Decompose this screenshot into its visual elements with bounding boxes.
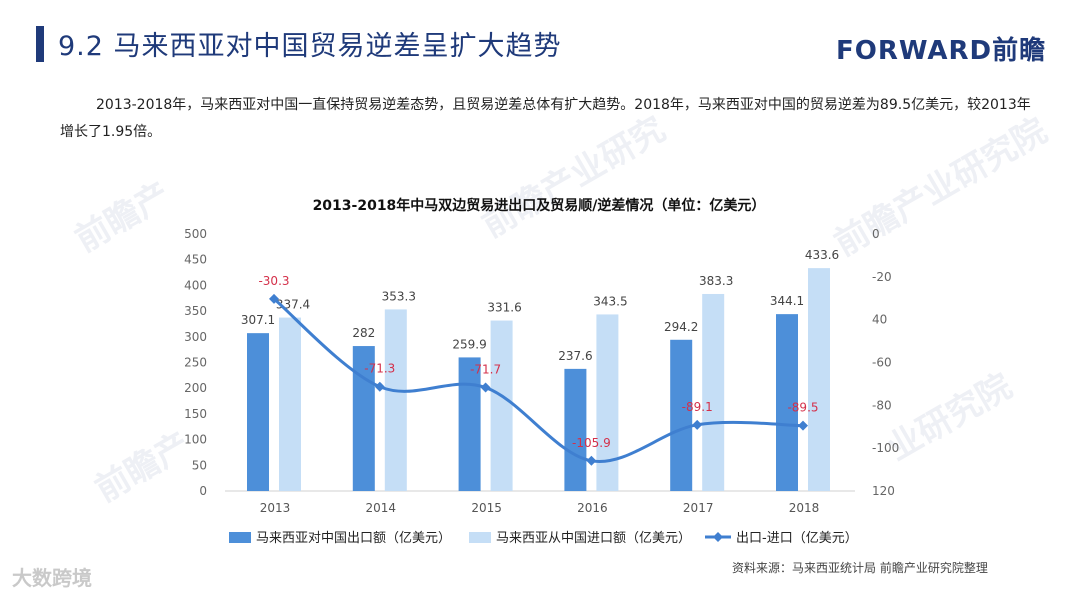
y-right-tick-label: 0: [872, 227, 880, 241]
balance-point: [480, 382, 491, 393]
balance-point: [586, 455, 597, 466]
import-bar: [702, 293, 725, 491]
y-left-tick-label: 100: [184, 433, 207, 447]
legend: 马来西亚对中国出口额（亿美元） 马来西亚从中国进口额（亿美元） 出口-进口（亿美元）: [229, 531, 858, 546]
export-bar: [564, 368, 587, 491]
balance-line: [273, 297, 804, 464]
y-left-tick-label: 450: [184, 253, 207, 267]
balance-label: -89.5: [787, 401, 818, 415]
export-bar: [776, 314, 798, 491]
import-bar: [808, 268, 830, 491]
export-bar-label: 259.9: [452, 337, 486, 351]
y-right-tick-label: 40: [872, 313, 887, 327]
brand-logo: FORWARD前瞻: [836, 36, 1047, 66]
legend-import-label: 马来西亚从中国进口额（亿美元）: [496, 531, 691, 546]
balance-label: -89.1: [682, 400, 713, 414]
bars-group: [247, 268, 830, 491]
y-right-tick-label: -60: [872, 356, 892, 370]
x-tick-label: 2014: [366, 501, 397, 515]
bar-labels-group: 307.1282259.9237.6294.2344.1337.4353.333…: [241, 248, 839, 363]
export-bar-label: 237.6: [558, 349, 592, 363]
x-tick-label: 2018: [789, 501, 820, 515]
legend-export-label: 马来西亚对中国出口额（亿美元）: [256, 531, 451, 546]
balance-point: [692, 419, 703, 430]
y-left-tick-label: 200: [184, 381, 207, 395]
y-left-tick-label: 350: [184, 304, 207, 318]
x-tick-label: 2016: [577, 501, 608, 515]
legend-export-swatch: [229, 532, 251, 543]
x-axis: 2013 2014 2015 2016 2017 2018: [260, 501, 820, 515]
balance-label: -71.7: [470, 363, 501, 377]
x-tick-label: 2013: [260, 501, 291, 515]
y-right-tick-label: 120: [872, 484, 895, 498]
import-bar-label: 353.3: [382, 289, 416, 303]
balance-point: [269, 293, 279, 304]
legend-balance-marker: [713, 532, 723, 542]
y-left-tick-label: 0: [199, 484, 207, 498]
balance-point: [374, 381, 385, 392]
export-bar: [247, 333, 269, 491]
export-bar: [458, 357, 481, 491]
y-right-tick-label: -100: [872, 441, 899, 455]
page-title: 9.2 马来西亚对中国贸易逆差呈扩大趋势: [58, 31, 562, 62]
import-bar: [279, 317, 301, 491]
balance-point: [798, 420, 808, 431]
right-axis: 0 -20 40 -60 -80 -100 120: [872, 227, 899, 498]
import-bar-label: 383.3: [699, 274, 733, 288]
import-bar-label: 343.5: [593, 294, 627, 308]
balance-label: -71.3: [364, 362, 395, 376]
y-right-tick-label: -80: [872, 398, 892, 412]
import-bar: [490, 320, 513, 491]
import-bar-label: 433.6: [805, 248, 839, 262]
y-left-tick-label: 300: [184, 330, 207, 344]
chart-title: 2013-2018年中马双边贸易进出口及贸易顺/逆差情况（单位：亿美元）: [313, 197, 766, 214]
import-bar-label: 331.6: [487, 301, 521, 315]
y-left-tick-label: 400: [184, 278, 207, 292]
legend-import-swatch: [469, 532, 491, 543]
balance-label: -30.3: [258, 274, 289, 288]
export-bar-label: 307.1: [241, 313, 275, 327]
y-left-tick-label: 50: [192, 458, 207, 472]
balance-label: -105.9: [572, 436, 611, 450]
export-bar: [670, 339, 693, 491]
x-tick-label: 2017: [683, 501, 714, 515]
summary-paragraph: 2013-2018年，马来西亚对中国一直保持贸易逆差态势，且贸易逆差总体有扩大趋…: [60, 97, 1031, 140]
y-left-tick-label: 500: [184, 227, 207, 241]
export-bar-label: 344.1: [770, 294, 804, 308]
legend-balance-label: 出口-进口（亿美元）: [736, 531, 858, 546]
title-accent-bar: [36, 26, 44, 62]
y-right-tick-label: -20: [872, 270, 892, 284]
y-left-tick-label: 250: [184, 356, 207, 370]
export-bar-label: 294.2: [664, 320, 698, 334]
export-bar-label: 282: [352, 326, 375, 340]
import-bar: [596, 314, 619, 491]
source-note: 资料来源：马来西亚统计局 前瞻产业研究院整理: [732, 561, 988, 575]
watermark: 大数跨境: [12, 566, 92, 590]
x-tick-label: 2015: [471, 501, 502, 515]
y-left-tick-label: 150: [184, 407, 207, 421]
import-bar: [384, 309, 407, 491]
balance-line-group: -30.3 -71.3 -71.7 -105.9 -89.1 -89.5: [258, 274, 819, 466]
